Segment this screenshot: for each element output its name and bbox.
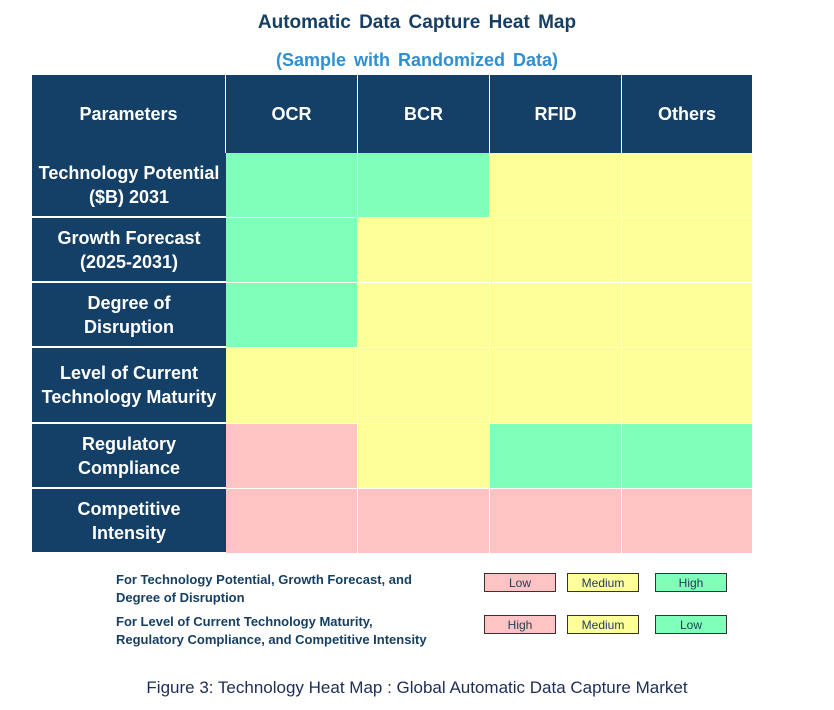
heat-cell bbox=[358, 218, 490, 283]
legend-description: For Technology Potential, Growth Forecas… bbox=[116, 571, 412, 607]
column-header-bcr: BCR bbox=[358, 75, 490, 153]
heat-cell bbox=[358, 424, 490, 489]
row-label-text: Growth Forecast (2025-2031) bbox=[57, 226, 200, 274]
heat-cell bbox=[226, 424, 358, 489]
heat-cell bbox=[490, 348, 622, 424]
figure-caption: Figure 3: Technology Heat Map : Global A… bbox=[146, 678, 688, 697]
heat-cell bbox=[622, 424, 753, 489]
heat-cell bbox=[358, 153, 490, 218]
row-label-line: (2025-2031) bbox=[79, 251, 179, 272]
heat-cell bbox=[490, 218, 622, 283]
row-label-text: Competitive Intensity bbox=[77, 497, 180, 545]
heat-cell bbox=[226, 218, 358, 283]
heat-cell bbox=[490, 424, 622, 489]
row-label-text: Technology Potential ($B) 2031 bbox=[39, 161, 220, 209]
column-header-rfid: RFID bbox=[490, 75, 622, 153]
chart-subtitle: (Sample with Randomized Data) bbox=[275, 50, 559, 70]
legend-swatch-medium: Medium bbox=[567, 615, 639, 634]
heat-cell bbox=[226, 348, 358, 424]
legend-description-line: Degree of Disruption bbox=[116, 590, 245, 605]
row-label: Level of Current Technology Maturity bbox=[32, 348, 226, 424]
row-label-line: Technology Maturity bbox=[41, 387, 217, 407]
row-label: Competitive Intensity bbox=[32, 489, 226, 554]
row-label: Regulatory Compliance bbox=[32, 424, 226, 489]
row-label-text: Regulatory Compliance bbox=[78, 432, 180, 480]
legend-description-line: For Level of Current Technology Maturity… bbox=[116, 614, 373, 629]
heat-cell bbox=[490, 283, 622, 348]
heat-cell bbox=[622, 153, 753, 218]
heat-cell bbox=[490, 153, 622, 218]
row-label-line: Intensity bbox=[91, 522, 166, 543]
heatmap-grid: Parameters OCR BCR RFID Others Technology Pot… bbox=[32, 75, 753, 554]
row-label-line: Growth Forecast bbox=[57, 227, 201, 248]
row-label: Degree of Disruption bbox=[32, 283, 226, 348]
row-label-line: Compliance bbox=[77, 457, 181, 478]
row-label-line: Competitive bbox=[77, 498, 181, 519]
column-header-ocr: OCR bbox=[226, 75, 358, 153]
row-label-text: Degree of Disruption bbox=[84, 291, 174, 339]
legend-swatch-low: Low bbox=[484, 573, 556, 592]
row-label-line: ($B) 2031 bbox=[88, 186, 170, 207]
column-header-others: Others bbox=[622, 75, 753, 153]
heat-cell bbox=[622, 348, 753, 424]
heat-cell bbox=[226, 153, 358, 218]
heat-cell bbox=[490, 489, 622, 554]
legend-swatch-low: Low bbox=[655, 615, 727, 634]
chart-title: Automatic Data Capture Heat Map bbox=[257, 12, 577, 33]
row-label-line: Regulatory bbox=[81, 433, 177, 454]
legend-description: For Level of Current Technology Maturity… bbox=[116, 613, 427, 649]
heat-cell bbox=[358, 283, 490, 348]
heat-cell bbox=[622, 283, 753, 348]
header-parameters: Parameters bbox=[32, 75, 226, 153]
legend-description-line: For Technology Potential, Growth Forecas… bbox=[116, 572, 412, 587]
heat-cell bbox=[358, 348, 490, 424]
legend-swatch-high: High bbox=[655, 573, 727, 592]
row-label: Technology Potential ($B) 2031 bbox=[32, 153, 226, 218]
heat-cell bbox=[226, 489, 358, 554]
row-label-line: Disruption bbox=[84, 316, 174, 337]
legend-swatch-high: High bbox=[484, 615, 556, 634]
heat-cell bbox=[226, 283, 358, 348]
heat-cell bbox=[358, 489, 490, 554]
row-label: Growth Forecast (2025-2031) bbox=[32, 218, 226, 283]
legend-swatch-medium: Medium bbox=[567, 573, 639, 592]
row-label-line: Degree of bbox=[87, 292, 171, 313]
row-label-line: Level of Current bbox=[59, 363, 199, 383]
heat-cell bbox=[622, 489, 753, 554]
legend-description-line: Regulatory Compliance, and Competitive I… bbox=[116, 632, 427, 647]
heat-cell bbox=[622, 218, 753, 283]
row-label-text: Level of Current Technology Maturity bbox=[42, 361, 217, 409]
row-label-line: Technology Potential bbox=[38, 162, 220, 183]
